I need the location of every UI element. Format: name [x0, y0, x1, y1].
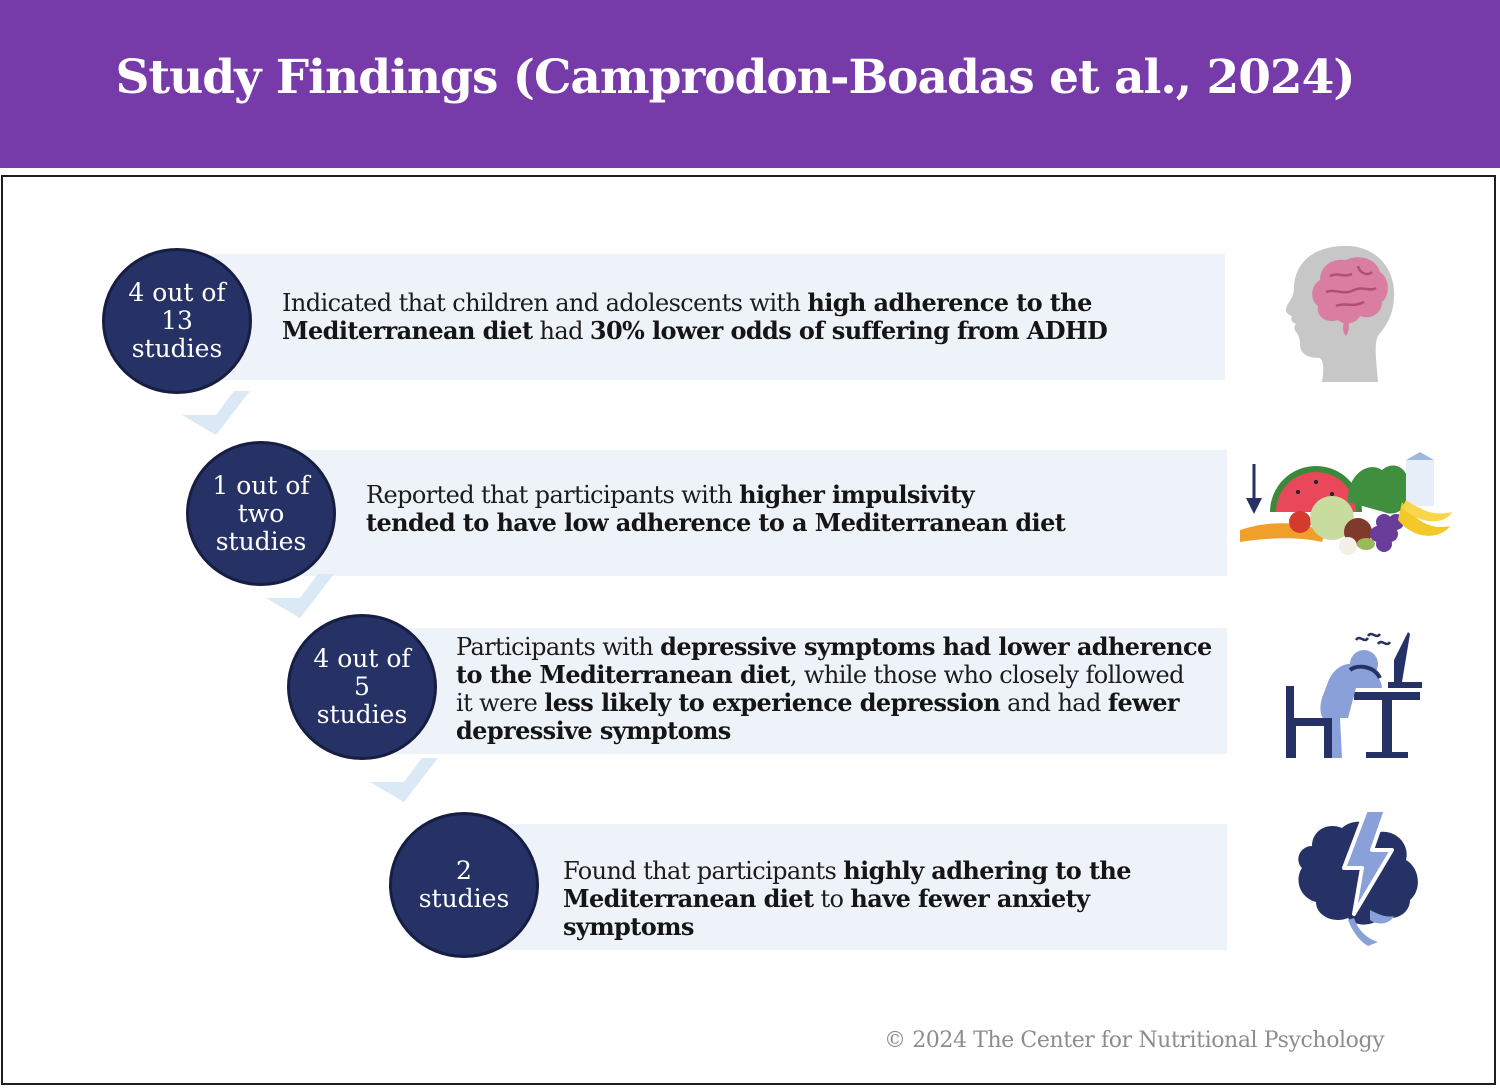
bold-text: had lower adherence: [934, 632, 1213, 661]
highlight-text: higher impulsivity: [739, 480, 974, 509]
highlight-text: have fewer anxiety symptoms: [563, 884, 1090, 941]
count-line: 2: [456, 856, 472, 885]
highlight-text: depressive symptoms: [660, 632, 935, 661]
count-line: 5: [354, 672, 370, 701]
highlight-text: fewer: [1107, 688, 1180, 717]
highlight-text: 30% lower odds of suffering from ADHD: [589, 316, 1108, 345]
finding-count-circle-1: 4 out of 13 studies: [102, 248, 252, 394]
count-line: 1 out of: [212, 470, 310, 500]
finding-band-3: [362, 628, 1227, 754]
chevron-down-icon: [370, 758, 438, 802]
highlight-text: less likely to experience depression: [544, 688, 1001, 717]
finding-text-segment: Participants with: [456, 633, 661, 661]
finding-text-segment: and had: [1000, 689, 1108, 717]
count-line: 4 out of: [313, 644, 411, 673]
child-head-brain-icon: [1285, 245, 1395, 382]
copyright-notice: © 2024 The Center for Nutritional Psycho…: [884, 1028, 1385, 1053]
finding-text-4: Found that participants highly adhering …: [563, 857, 1223, 941]
count-line: 13: [161, 306, 193, 335]
count-line: studies: [418, 884, 510, 913]
depressed-person-desk-icon: [1286, 632, 1422, 758]
brain-lightning-icon: [1298, 808, 1418, 946]
finding-text-segment: Indicated that children and adolescents …: [282, 289, 808, 317]
count-line: two: [237, 498, 285, 528]
chevron-down-icon: [266, 574, 334, 618]
mediterranean-food-icon: [1240, 452, 1452, 555]
bold-text: highly adhering to the: [843, 856, 1131, 885]
count-line: 4 out of: [128, 278, 226, 307]
finding-text-1: Indicated that children and adolescents …: [282, 288, 1202, 346]
finding-text-segment: , while those who closely followed: [789, 661, 1185, 689]
page-title: Study Findings (Camprodon-Boadas et al.,…: [115, 50, 1355, 105]
highlight-text: depressive symptoms: [456, 716, 731, 745]
finding-text-3: Participants with depressive symptoms ha…: [456, 633, 1216, 745]
bold-text: Mediterranean diet: [563, 884, 814, 913]
chevron-down-icon: [182, 391, 250, 435]
finding-text-segment: it were: [456, 689, 545, 717]
finding-band-1: [178, 254, 1225, 380]
finding-band-2: [262, 450, 1227, 576]
count-line: studies: [316, 700, 408, 729]
finding-count-circle-3: 4 out of 5 studies: [287, 614, 437, 760]
count-line: studies: [215, 526, 307, 556]
bold-text: to the Mediterranean diet: [456, 660, 790, 689]
finding-text-segment: had: [532, 317, 590, 345]
bold-text: Mediterranean diet: [282, 316, 533, 345]
bold-text: high adherence to the: [807, 288, 1092, 317]
finding-band-4: [465, 824, 1227, 950]
finding-text-segment: Reported that participants with: [366, 481, 740, 509]
header-banner: [0, 0, 1500, 168]
finding-text-2: Reported that participants with higher i…: [366, 481, 1206, 537]
finding-text-segment: Found that participants: [563, 857, 844, 885]
finding-count-circle-2: 1 out of two studies: [186, 441, 336, 586]
count-line: studies: [131, 334, 223, 363]
highlight-text: tended to have low adherence to a Medite…: [366, 508, 1066, 537]
finding-text-segment: to: [813, 885, 851, 913]
finding-count-circle-4: 2 studies: [389, 812, 539, 958]
